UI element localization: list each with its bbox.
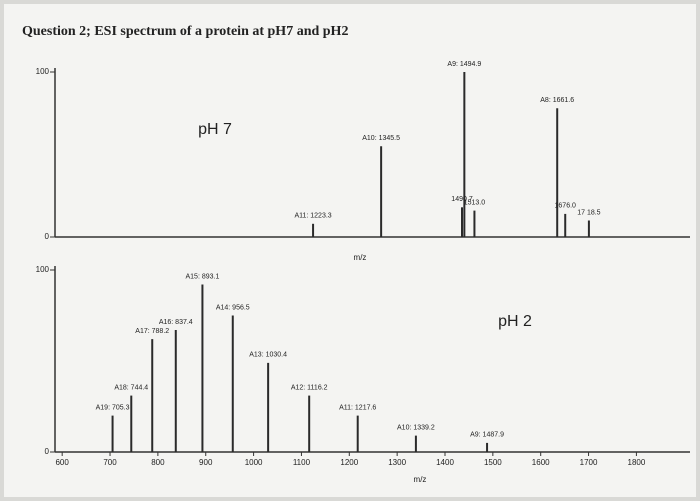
peak-label: A16: 837.4 bbox=[159, 319, 193, 326]
y-tick-label: 0 bbox=[45, 447, 50, 456]
peak-label: A9: 1494.9 bbox=[447, 61, 481, 68]
x-axis-label: m/z bbox=[414, 475, 427, 484]
peak-label: 1490 7 bbox=[451, 196, 473, 203]
x-tick-label: 700 bbox=[103, 458, 117, 467]
peak-label: A9: 1487.9 bbox=[470, 432, 504, 439]
peak-label: A15: 893.1 bbox=[185, 273, 219, 280]
question-title: Question 2; ESI spectrum of a protein at… bbox=[22, 24, 348, 39]
peak-label: A13: 1030.4 bbox=[249, 352, 287, 359]
paper bbox=[4, 4, 696, 497]
x-tick-label: 600 bbox=[55, 458, 69, 467]
x-axis-label: m/z bbox=[354, 253, 367, 262]
peak-label: A11: 1217.6 bbox=[339, 404, 376, 411]
x-tick-label: 900 bbox=[199, 458, 213, 467]
peak-label: A10: 1339.2 bbox=[397, 424, 435, 431]
peak-label: A8: 1661.6 bbox=[540, 97, 574, 104]
x-tick-label: 1800 bbox=[628, 458, 646, 467]
x-tick-label: 1600 bbox=[532, 458, 550, 467]
x-tick-label: 1400 bbox=[436, 458, 454, 467]
peak-label: 1513.0 bbox=[464, 199, 486, 206]
y-tick-label: 100 bbox=[36, 265, 50, 274]
x-tick-label: 1200 bbox=[340, 458, 358, 467]
peak-label: A10: 1345.5 bbox=[362, 135, 400, 142]
chart-title: pH 7 bbox=[198, 121, 232, 138]
peak-label: A19: 705.3 bbox=[96, 404, 130, 411]
peak-label: A12: 1116.2 bbox=[291, 384, 328, 391]
x-tick-label: 800 bbox=[151, 458, 165, 467]
peak-label: A17: 788.2 bbox=[135, 328, 169, 335]
y-tick-label: 0 bbox=[45, 232, 50, 241]
peak-label: A18: 744.4 bbox=[114, 384, 148, 391]
y-tick-label: 100 bbox=[36, 67, 50, 76]
x-tick-label: 1300 bbox=[388, 458, 406, 467]
x-tick-label: 1000 bbox=[245, 458, 263, 467]
peak-label: A14: 956.5 bbox=[216, 304, 250, 311]
chart-title: pH 2 bbox=[498, 313, 532, 330]
x-tick-label: 1700 bbox=[580, 458, 598, 467]
peak-label: 1676.0 bbox=[555, 203, 577, 210]
peak-label: A11: 1223.3 bbox=[294, 213, 331, 220]
x-tick-label: 1500 bbox=[484, 458, 502, 467]
peak-label: 17 18.5 bbox=[577, 209, 600, 216]
x-tick-label: 1100 bbox=[293, 458, 311, 467]
